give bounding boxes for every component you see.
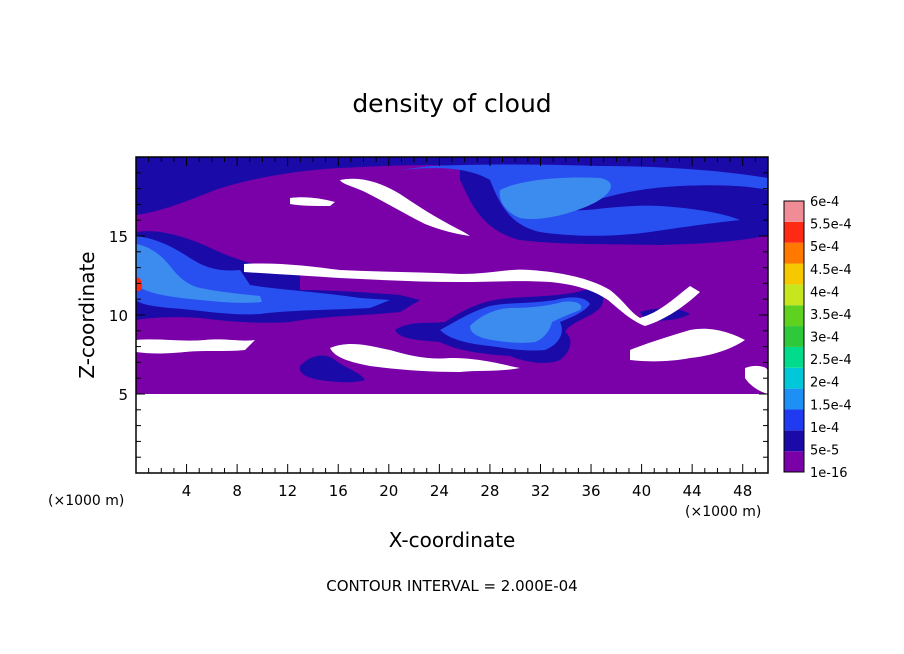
upper-light-band: [499, 177, 611, 220]
colorbar: 1e-16 5e-5 1e-4 1.5e-4 2e-4 2.5e-4 3e-4 3.5e-4 4…: [783, 195, 852, 481]
gap-center-low: [330, 344, 520, 372]
x-axis-label: X-coordinate: [389, 528, 516, 552]
colorbar-swatch: [784, 409, 804, 431]
x-tick-label: 28: [480, 482, 499, 500]
colorbar-swatch: [784, 242, 804, 264]
gap-right-low: [630, 328, 745, 362]
lower-empty-region: [136, 394, 768, 473]
colorbar-swatch: [784, 430, 804, 452]
lower-left-dark-spot: [299, 355, 365, 383]
colorbar-swatch: [784, 201, 804, 222]
x-tick-label: 44: [683, 482, 702, 500]
y-tick-label: 5: [118, 386, 128, 404]
colorbar-swatch: [784, 367, 804, 389]
colorbar-swatch: [784, 263, 804, 285]
gap-upper-small: [290, 197, 335, 206]
contour-interval-note: CONTOUR INTERVAL = 2.000E-04: [326, 577, 577, 595]
y-tick-label: 15: [109, 228, 128, 246]
colorbar-label: 1e-16: [810, 466, 848, 481]
y-axis-ticks: 5 10 15: [109, 172, 768, 458]
colorbar-label: 5e-5: [810, 443, 839, 458]
colorbar-label: 2.5e-4: [810, 353, 852, 368]
gap-left-mid: [136, 339, 255, 354]
x-axis-ticks: 4 8 12 16 20 24 28 32 36 40 44 48: [148, 157, 756, 500]
x-tick-label: 36: [581, 482, 600, 500]
colorbar-swatch: [784, 451, 804, 472]
x-tick-label: 4: [182, 482, 192, 500]
x-tick-label: 12: [278, 482, 297, 500]
left-red-spot: [136, 277, 143, 292]
colorbar-swatch: [784, 346, 804, 368]
gap-upper-streak: [340, 178, 470, 236]
colorbar-swatch: [784, 221, 804, 243]
colorbar-swatch: [784, 284, 804, 306]
left-light-region: [136, 244, 262, 303]
colorbar-label: 4.5e-4: [810, 263, 852, 278]
colorbar-swatch: [784, 326, 804, 347]
central-light-blob: [470, 301, 582, 343]
x-tick-label: 24: [430, 482, 449, 500]
y-tick-label: 10: [109, 307, 128, 325]
colorbar-label: 4e-4: [810, 285, 839, 300]
x-tick-label: 40: [632, 482, 651, 500]
colorbar-swatch: [784, 388, 804, 410]
gap-right-edge: [745, 365, 768, 394]
colorbar-label: 1.5e-4: [810, 398, 852, 413]
colorbar-frame: [783, 200, 805, 473]
colorbar-label: 5e-4: [810, 240, 839, 255]
x-tick-label: 20: [379, 482, 398, 500]
x-tick-label: 32: [531, 482, 550, 500]
colorbar-label: 5.5e-4: [810, 218, 852, 233]
x-tick-label: 16: [329, 482, 348, 500]
x-unit-left: (×1000 m): [48, 493, 124, 509]
y-axis-label: Z-coordinate: [75, 251, 99, 378]
x-unit-right: (×1000 m): [685, 504, 761, 520]
x-tick-label: 8: [232, 482, 242, 500]
colorbar-label: 3e-4: [810, 331, 839, 346]
colorbar-swatch: [784, 305, 804, 327]
gap-mid-band: [244, 263, 700, 326]
colorbar-label: 6e-4: [810, 195, 839, 210]
colorbar-label: 1e-4: [810, 421, 839, 436]
chart-title: density of cloud: [352, 89, 551, 118]
x-tick-label: 48: [733, 482, 752, 500]
colorbar-label: 2e-4: [810, 376, 839, 391]
colorbar-label: 3.5e-4: [810, 308, 852, 323]
plot-area: [136, 157, 768, 473]
